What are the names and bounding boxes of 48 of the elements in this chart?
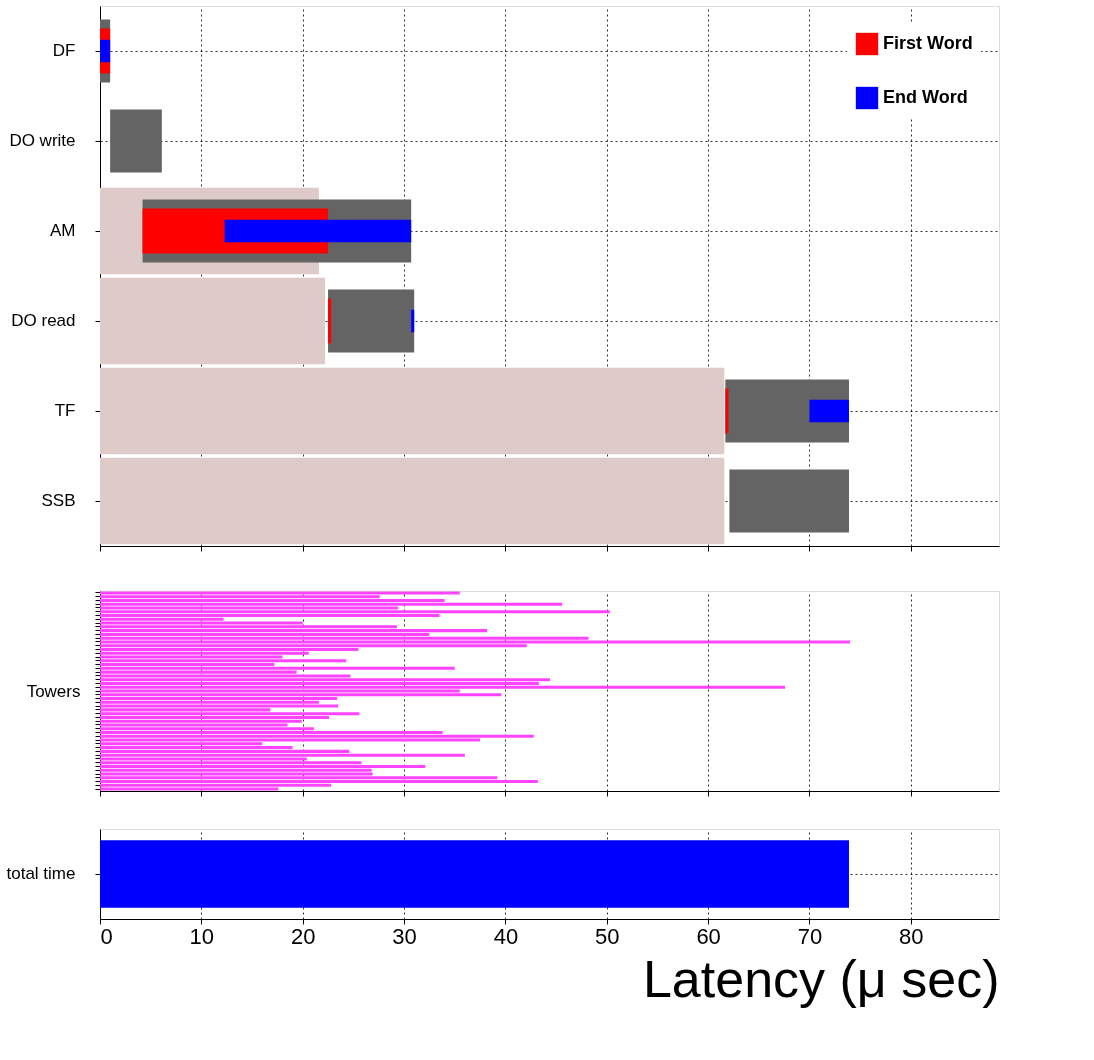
legend-label: First Word (883, 33, 973, 53)
x-tick-label: 70 (797, 923, 823, 949)
bar (110, 109, 162, 173)
bar (328, 298, 332, 344)
bar (100, 457, 725, 545)
y-tick-label: TF (54, 401, 76, 420)
x-tick-label: 50 (595, 923, 620, 949)
bar (100, 602, 563, 606)
bar (725, 388, 729, 434)
bar (100, 685, 786, 689)
y-tick-label: AM (50, 221, 76, 240)
y-tick-label: total time (6, 864, 76, 883)
y-axis-title: Towers (26, 681, 81, 701)
y-tick-label: DO write (9, 131, 76, 150)
bar (100, 277, 325, 365)
bar (411, 309, 415, 333)
bar (100, 591, 460, 595)
x-tick-label: 20 (290, 923, 316, 949)
bar (100, 734, 534, 738)
bar (100, 704, 339, 708)
bar (100, 610, 610, 614)
bar (100, 629, 488, 633)
bar (100, 666, 455, 670)
legend-label: End Word (883, 87, 968, 107)
bar (729, 469, 849, 533)
bar (100, 712, 360, 716)
x-tick-label: 40 (493, 923, 519, 949)
bar (809, 399, 849, 423)
x-tick-label: 80 (899, 923, 924, 949)
y-tick-label: DO read (11, 311, 76, 330)
bar (100, 678, 551, 682)
y-tick-label: DF (52, 41, 76, 60)
bar (328, 289, 415, 353)
y-tick-label: SSB (41, 491, 76, 510)
x-tick-label: 0 (100, 923, 113, 949)
bar (100, 693, 502, 697)
bar (100, 39, 111, 63)
bar (100, 659, 347, 663)
x-axis-title: Latency (μ sec) (642, 949, 1000, 1008)
bar (100, 367, 725, 455)
x-tick-label: 30 (392, 923, 417, 949)
x-tick-label: 10 (189, 923, 215, 949)
bar (100, 753, 465, 757)
x-tick-label: 60 (696, 923, 721, 949)
bar (100, 780, 538, 784)
bar (100, 640, 851, 644)
bar (224, 219, 412, 243)
bar (100, 764, 426, 768)
